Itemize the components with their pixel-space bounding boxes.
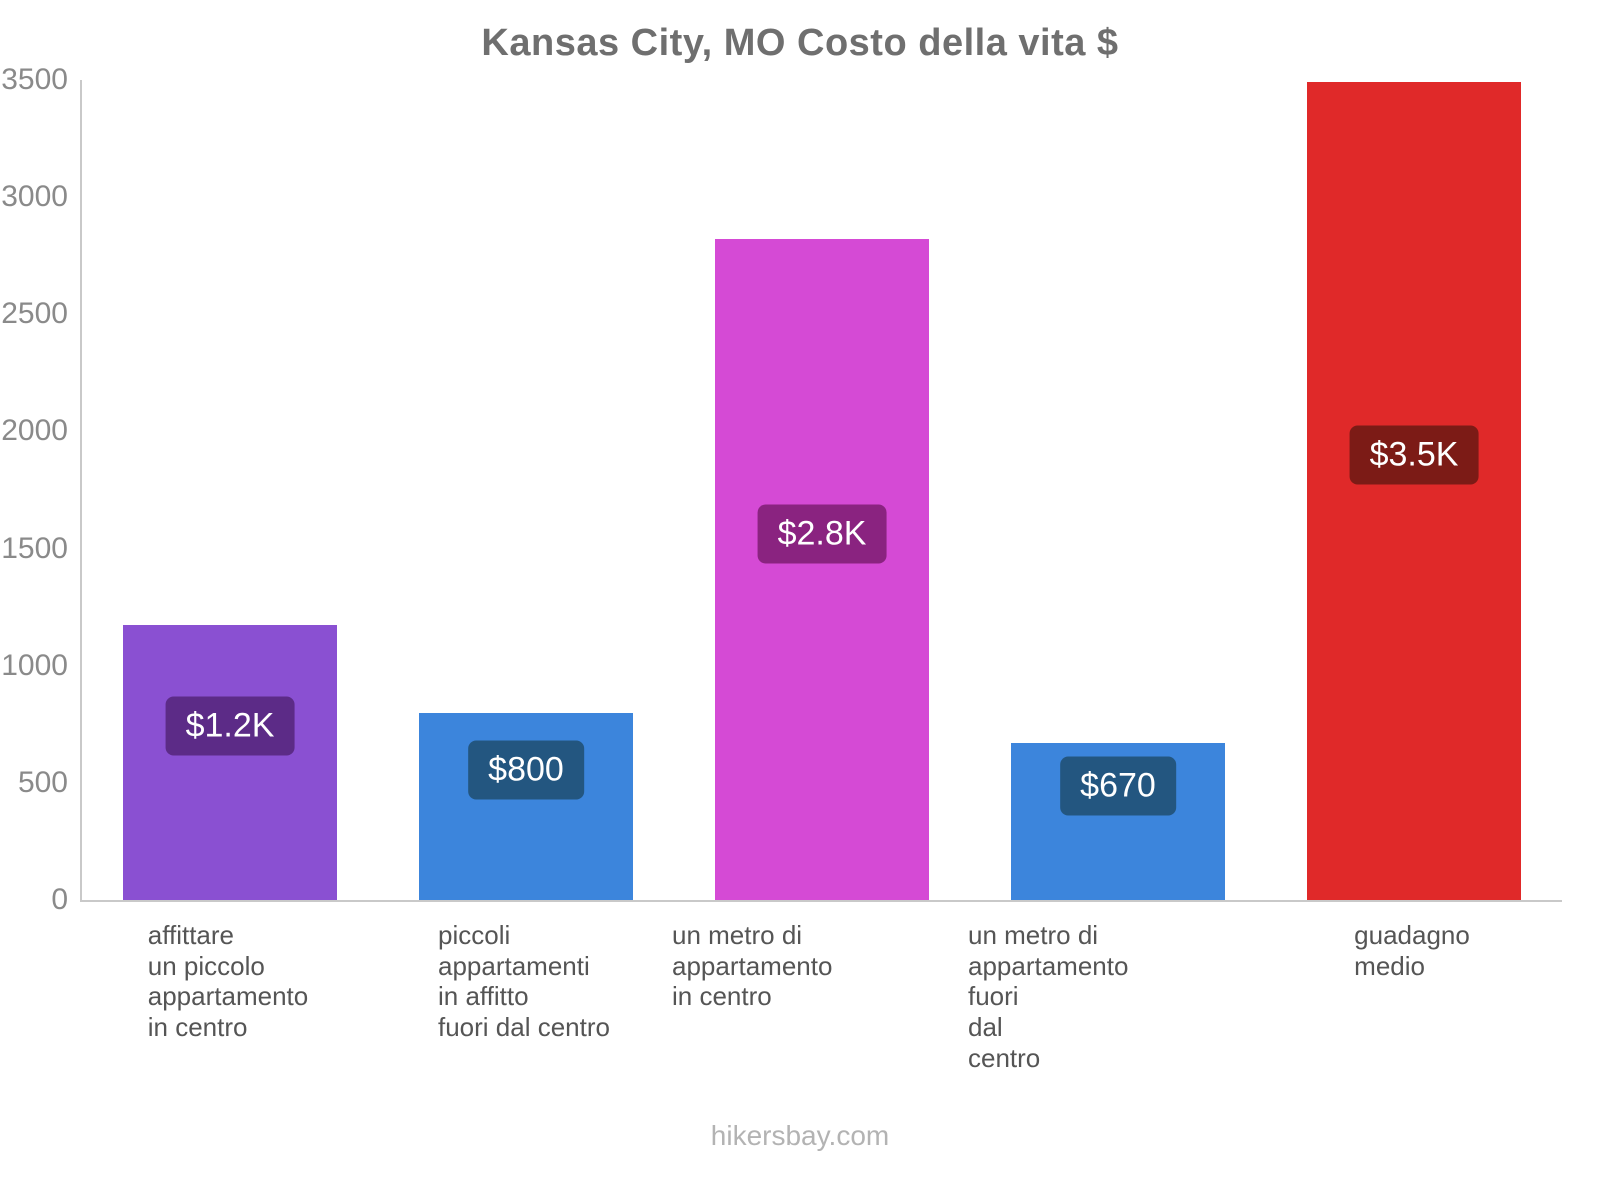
value-badge-4: $670 bbox=[1060, 756, 1176, 815]
y-axis-tick-label: 1000 bbox=[1, 648, 68, 682]
value-badge-1: $1.2K bbox=[165, 696, 295, 756]
y-axis-tick-label: 2500 bbox=[1, 297, 68, 331]
y-axis-tick-label: 500 bbox=[17, 765, 68, 799]
bar-5 bbox=[1307, 82, 1521, 900]
category-label-5: guadagno medio bbox=[1264, 920, 1560, 981]
y-axis-tick-label: 3500 bbox=[1, 63, 68, 96]
category-label-text: un metro di appartamento fuori dal centro bbox=[968, 920, 1129, 1073]
category-label-4: un metro di appartamento fuori dal centro bbox=[968, 920, 1264, 1073]
bar-1 bbox=[123, 624, 337, 900]
bar-3 bbox=[715, 239, 929, 900]
value-badge-2: $800 bbox=[468, 740, 584, 800]
category-label-3: un metro di appartamento in centro bbox=[672, 920, 968, 1012]
category-label-text: piccoli appartamenti in affitto fuori dal c… bbox=[438, 920, 610, 1043]
chart-title: Kansas City, MO Costo della vita $ bbox=[481, 22, 1119, 64]
category-label-text: un metro di appartamento in centro bbox=[672, 920, 833, 1012]
value-badge-5: $3.5K bbox=[1349, 425, 1479, 485]
category-label-text: guadagno medio bbox=[1354, 920, 1470, 981]
y-axis-tick-label: 2000 bbox=[1, 414, 68, 448]
plot-area: $1.2K $800 $2.8K $670 $3.5K bbox=[80, 80, 1562, 902]
category-label-2: piccoli appartamenti in affitto fuori dal c… bbox=[376, 920, 672, 1043]
category-label-1: affittare un piccolo appartamento in centro bbox=[80, 920, 376, 1043]
y-axis-tick-label: 3000 bbox=[1, 180, 68, 214]
category-label-text: affittare un piccolo appartamento in centro bbox=[147, 920, 309, 1043]
value-badge-3: $2.8K bbox=[757, 504, 887, 564]
y-axis-tick-label: 1500 bbox=[1, 531, 68, 565]
y-axis-tick-label: 0 bbox=[51, 883, 68, 916]
watermark-text: hikersbay.com bbox=[710, 1120, 890, 1151]
